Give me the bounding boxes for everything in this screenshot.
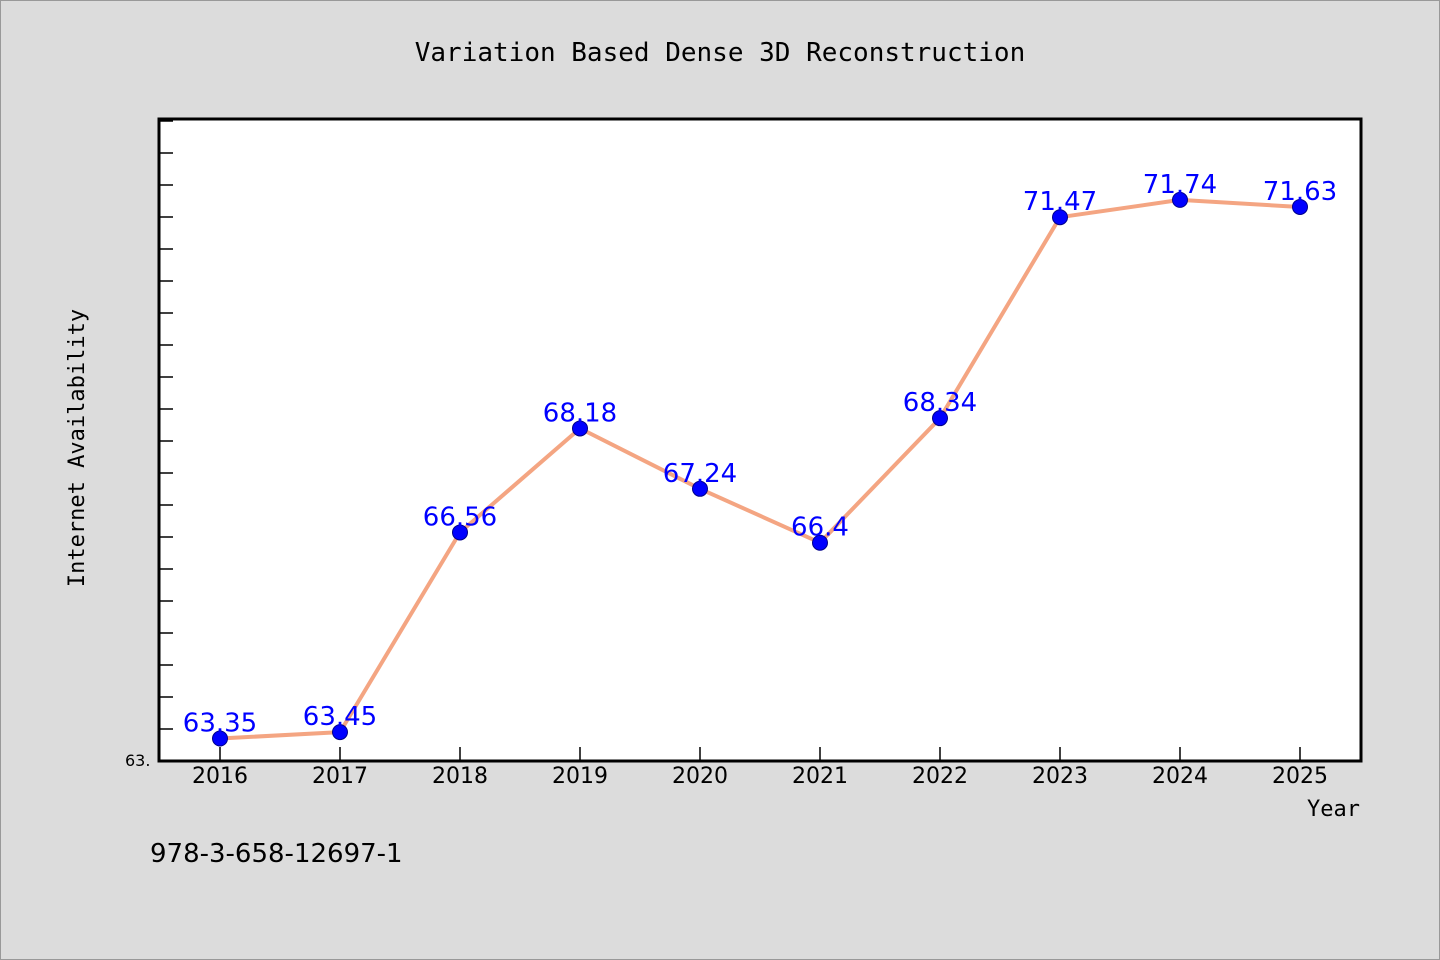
x-tick-labels: 2016 2017 2018 2019 2020 2021 2022 2023 2024 2025	[192, 764, 1328, 789]
y-axis-ticks	[159, 120, 173, 762]
x-axis-ticks	[219, 747, 1301, 761]
x-tick-label: 2019	[552, 764, 608, 789]
series-line	[219, 197, 1301, 741]
data-point	[812, 534, 828, 551]
data-point	[692, 480, 708, 497]
data-point	[1172, 191, 1188, 208]
x-axis-label: Year	[1307, 797, 1360, 822]
data-point	[332, 724, 348, 741]
x-tick-label: 2023	[1032, 764, 1088, 789]
data-point	[212, 730, 228, 747]
plot-area	[159, 119, 1361, 761]
data-label: 66.56	[423, 502, 497, 532]
x-tick-label: 2022	[912, 764, 968, 789]
data-label: 63.35	[183, 709, 257, 739]
data-label: 66.4	[791, 513, 849, 543]
data-label: 68.34	[903, 388, 977, 418]
data-point	[572, 420, 588, 437]
y-tick-label-min: 63.	[125, 751, 150, 770]
chart-title: Variation Based Dense 3D Reconstruction	[415, 38, 1025, 68]
y-axis-label: Internet Availability	[65, 309, 90, 587]
data-label: 63.45	[303, 702, 377, 732]
x-tick-label: 2017	[312, 764, 368, 789]
data-point	[452, 524, 468, 541]
data-point	[1052, 209, 1068, 226]
x-tick-label: 2025	[1272, 764, 1328, 789]
data-labels: 63.35 63.45 66.56 68.18 67.24 66.4 68.34 71.47 7…	[183, 170, 1337, 739]
data-label: 71.74	[1143, 170, 1217, 200]
plot-frame	[157, 117, 1363, 763]
x-tick-label: 2020	[672, 764, 728, 789]
data-label: 68.18	[543, 398, 617, 428]
data-point	[932, 410, 948, 427]
isbn-text: 978-3-658-12697-1	[150, 839, 403, 869]
x-tick-label: 2021	[792, 764, 848, 789]
x-tick-label: 2024	[1152, 764, 1208, 789]
data-label: 67.24	[663, 459, 737, 489]
data-label: 71.47	[1023, 187, 1097, 217]
data-point	[1292, 198, 1308, 215]
data-markers	[212, 191, 1308, 747]
x-tick-label: 2016	[192, 764, 248, 789]
x-tick-label: 2018	[432, 764, 488, 789]
data-label: 71.63	[1263, 177, 1337, 207]
